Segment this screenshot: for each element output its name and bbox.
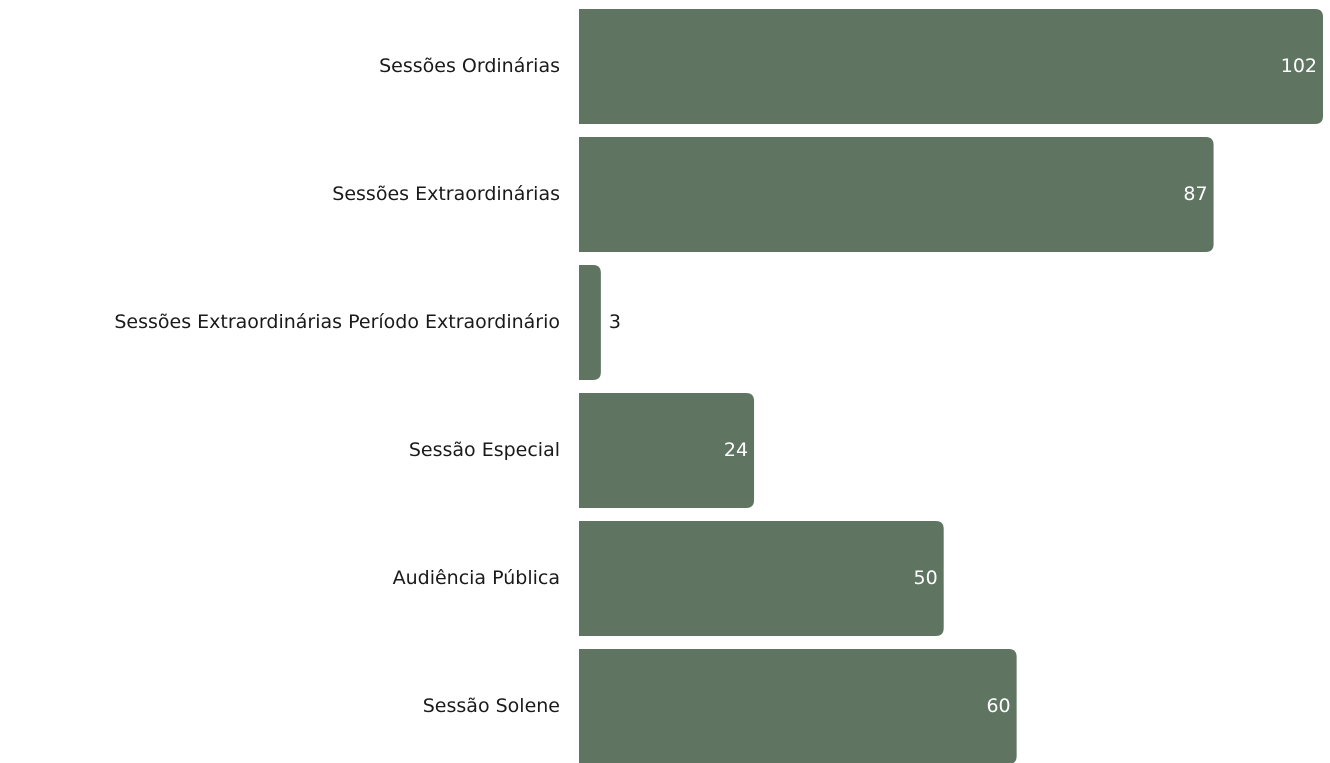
value-label: 60 (986, 695, 1010, 717)
value-label: 102 (1281, 55, 1317, 77)
value-label: 50 (914, 567, 938, 589)
value-label: 87 (1183, 183, 1207, 205)
category-label: Sessão Solene (423, 695, 560, 717)
category-label: Sessão Especial (409, 439, 560, 461)
bar (579, 137, 1214, 252)
category-label: Sessões Extraordinárias (332, 183, 560, 205)
value-label: 3 (609, 311, 621, 333)
bar (579, 265, 601, 380)
value-label: 24 (724, 439, 748, 461)
category-label: Sessões Extraordinárias Período Extraord… (114, 311, 560, 333)
bar (579, 649, 1017, 763)
bar (579, 521, 944, 636)
category-label: Audiência Pública (393, 567, 560, 589)
bar (579, 393, 755, 508)
category-label: Sessões Ordinárias (379, 55, 560, 77)
bar (579, 9, 1323, 124)
